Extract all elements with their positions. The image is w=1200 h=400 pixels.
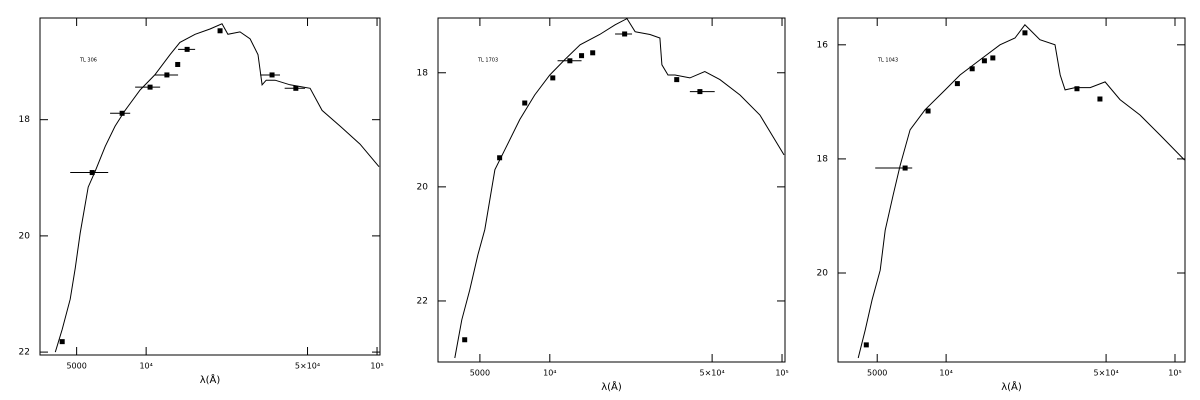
- spectrum-line: [454, 17, 785, 359]
- photometry-point: [1074, 86, 1080, 92]
- photometry-point: [969, 66, 975, 72]
- x-tick-label: 10⁴: [939, 369, 952, 378]
- spectrum-line: [54, 23, 380, 353]
- photometry-point: [697, 89, 703, 95]
- x-tick-label: 10⁴: [543, 369, 556, 378]
- photometry-point: [89, 170, 95, 176]
- photometry-point: [497, 155, 503, 161]
- photometry-point: [217, 28, 223, 34]
- photometry-point: [59, 339, 65, 345]
- x-tick-label: 5×10⁴: [700, 369, 725, 378]
- photometry-point: [1097, 96, 1103, 102]
- photometry-point: [522, 100, 528, 106]
- y-tick-label: 20: [417, 182, 429, 192]
- photometry-point: [981, 58, 987, 64]
- photometry-point: [184, 46, 190, 52]
- photometry-point: [622, 31, 628, 37]
- x-tick-label: 5×10⁴: [1093, 369, 1118, 378]
- photometry-point: [863, 342, 869, 348]
- photometry-point: [175, 61, 181, 67]
- photometry-point: [590, 50, 596, 56]
- photometry-point: [164, 72, 170, 78]
- x-tick-label: 5×10⁴: [295, 362, 320, 371]
- photometry-point: [462, 337, 468, 343]
- x-tick-label: 10⁵: [775, 369, 788, 378]
- y-tick-label: 20: [817, 269, 829, 279]
- plot-frame: [837, 17, 1186, 363]
- photometry-point: [293, 85, 299, 91]
- y-tick-label: 16: [817, 40, 829, 50]
- photometry-point: [550, 75, 556, 81]
- y-tick-label: 18: [19, 115, 31, 125]
- photometry-point: [954, 81, 960, 87]
- y-tick-label: 22: [417, 296, 428, 306]
- photometry-point: [925, 108, 931, 114]
- plot-frame: [437, 17, 786, 363]
- photometry-point: [579, 53, 585, 59]
- x-tick-label: 10⁵: [370, 362, 383, 371]
- x-axis-label: λ(Å): [200, 373, 221, 386]
- photometry-point: [674, 77, 680, 83]
- x-tick-label: 10⁴: [139, 362, 152, 371]
- x-axis-label: λ(Å): [1001, 380, 1022, 393]
- x-tick-label: 5000: [470, 369, 490, 378]
- spectrum-line: [857, 24, 1185, 359]
- photometry-point: [119, 110, 125, 116]
- y-tick-label: 20: [19, 231, 31, 241]
- x-tick-label: 5000: [867, 369, 887, 378]
- x-tick-label: 5000: [66, 362, 86, 371]
- photometry-point: [269, 72, 275, 78]
- plot-frame: [39, 17, 381, 356]
- photometry-point: [1022, 30, 1028, 36]
- photometry-point: [567, 58, 573, 64]
- photometry-point: [147, 84, 153, 90]
- panel-label: TL 306: [79, 58, 97, 64]
- x-axis-label: λ(Å): [601, 380, 622, 393]
- panel-label: TL 1043: [877, 58, 898, 64]
- y-tick-label: 22: [19, 348, 30, 358]
- y-tick-label: 18: [817, 154, 829, 164]
- y-tick-label: 18: [417, 68, 429, 78]
- x-tick-label: 10⁵: [1168, 369, 1181, 378]
- photometry-point: [990, 55, 996, 61]
- photometry-point: [902, 165, 908, 171]
- panel-label: TL 1703: [477, 58, 498, 64]
